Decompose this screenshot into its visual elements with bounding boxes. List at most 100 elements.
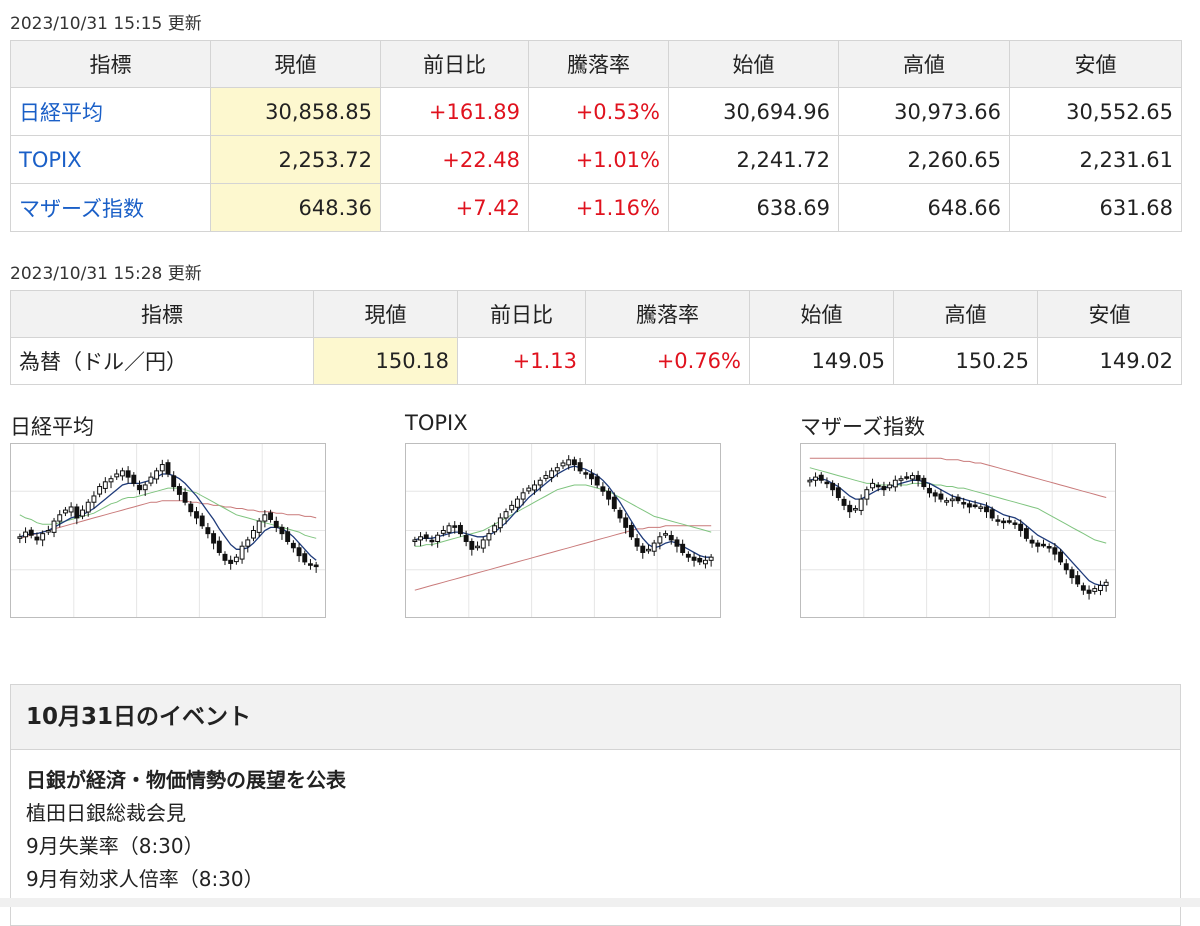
- header-low: 安値: [1037, 290, 1182, 338]
- table-header-row: 指標 現値 前日比 騰落率 始値 高値 安値: [10, 290, 1182, 338]
- candle-body: [429, 539, 435, 543]
- candle: [537, 477, 543, 492]
- chart-topix[interactable]: [405, 443, 721, 618]
- candle: [159, 459, 165, 478]
- nikkei-link[interactable]: 日経平均: [19, 100, 103, 125]
- chart-mothers[interactable]: [800, 443, 1116, 618]
- candle: [1006, 516, 1012, 525]
- nikkei-high: 30,973.66: [838, 87, 1010, 136]
- candle: [577, 457, 583, 474]
- candle: [549, 467, 555, 483]
- candle: [245, 536, 251, 553]
- candle: [984, 502, 989, 518]
- candle-body: [199, 515, 205, 527]
- mothers-current: 648.36: [210, 183, 381, 232]
- header-high: 高値: [893, 290, 1038, 338]
- candle-body: [640, 545, 646, 553]
- candle-body: [412, 539, 418, 542]
- candle: [680, 539, 686, 556]
- candle: [1063, 559, 1069, 575]
- header-change: 前日比: [457, 290, 586, 338]
- candle-body: [1069, 569, 1075, 579]
- candle: [1075, 571, 1081, 588]
- candle: [995, 515, 1001, 526]
- usdjpy-open: 149.05: [749, 337, 894, 385]
- candle: [137, 480, 142, 495]
- fx-quote-table: 指標 現値 前日比 騰落率 始値 高値 安値 為替（ドル／円） 150.18 +…: [10, 290, 1182, 385]
- candle: [211, 530, 217, 550]
- candle: [617, 507, 623, 523]
- candle: [262, 510, 268, 528]
- candle: [623, 513, 629, 534]
- candle: [646, 544, 651, 554]
- candle-body: [589, 473, 594, 480]
- header-low: 安値: [1009, 40, 1182, 88]
- header-current: 現値: [210, 40, 381, 88]
- topix-change: +22.48: [380, 135, 529, 184]
- usdjpy-current: 150.18: [313, 337, 458, 385]
- header-current: 現値: [313, 290, 458, 338]
- series-line: [809, 467, 1107, 544]
- candle-body: [17, 536, 23, 539]
- fx-update-timestamp: 2023/10/31 15:28 更新: [10, 264, 202, 284]
- candle-body: [1018, 523, 1024, 532]
- candle: [532, 480, 537, 495]
- candle: [697, 555, 703, 566]
- candle: [685, 551, 691, 562]
- candle: [824, 477, 830, 489]
- candle-body: [1058, 551, 1064, 563]
- table-row-mothers: マザーズ指数 648.36 +7.42 +1.16% 638.69 648.66…: [10, 183, 1182, 232]
- candle-body: [1080, 585, 1086, 591]
- candle-body: [932, 492, 938, 497]
- candle: [611, 492, 617, 512]
- candle-body: [51, 520, 57, 533]
- candle: [583, 469, 589, 479]
- topix-low: 2,231.61: [1009, 135, 1182, 184]
- candle-body: [668, 535, 674, 541]
- candle-body: [233, 556, 239, 563]
- candle-body: [600, 486, 606, 492]
- candle-body: [492, 525, 498, 533]
- candle-body: [509, 504, 515, 511]
- candle-body: [131, 474, 137, 484]
- candle-body: [171, 475, 177, 488]
- candle-body: [955, 496, 961, 502]
- events-title: 10月31日のイベント: [11, 685, 1180, 750]
- candle-body: [62, 509, 68, 514]
- candle-body: [651, 542, 657, 552]
- chart-nikkei-svg: [11, 444, 325, 617]
- candle: [841, 496, 847, 511]
- candle-body: [45, 530, 51, 533]
- candle-body: [148, 476, 154, 484]
- series-line: [19, 487, 317, 539]
- candle: [80, 505, 85, 520]
- header-index: 指標: [10, 290, 314, 338]
- candle: [480, 536, 486, 553]
- candle: [228, 555, 234, 570]
- candle-body: [480, 539, 486, 549]
- topix-link[interactable]: TOPIX: [19, 147, 82, 172]
- candle: [640, 543, 646, 559]
- candle: [85, 499, 91, 517]
- candle: [148, 472, 154, 487]
- candle-body: [1012, 522, 1018, 525]
- candle: [486, 528, 492, 547]
- topix-open: 2,241.72: [668, 135, 839, 184]
- candle-body: [628, 524, 634, 538]
- candle: [119, 467, 125, 481]
- candle: [285, 527, 291, 545]
- candle: [273, 516, 279, 533]
- candle: [921, 475, 927, 490]
- chart-nikkei[interactable]: [10, 443, 326, 618]
- topix-current: 2,253.72: [210, 135, 381, 184]
- candle: [560, 459, 566, 469]
- candle-body: [944, 500, 950, 503]
- candle-body: [245, 539, 251, 547]
- candle-body: [137, 484, 142, 491]
- candle: [1041, 539, 1046, 548]
- header-pct: 騰落率: [585, 290, 750, 338]
- candle: [927, 483, 932, 498]
- mothers-link[interactable]: マザーズ指数: [19, 196, 144, 221]
- candle-body: [685, 553, 691, 558]
- candle: [131, 472, 137, 487]
